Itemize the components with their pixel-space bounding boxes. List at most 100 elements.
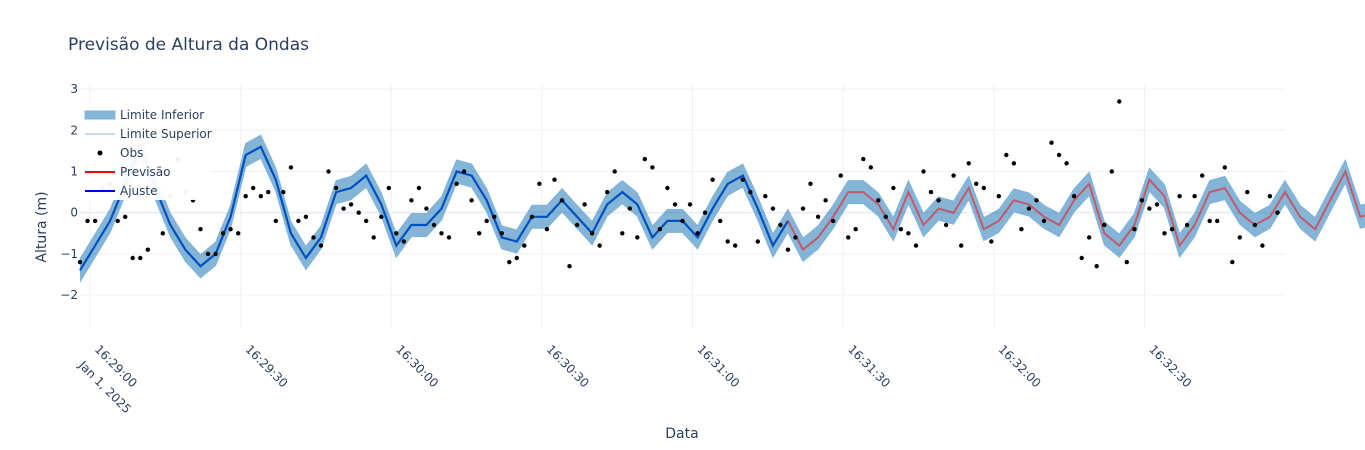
x-tick-label: 16:30:00 bbox=[393, 342, 441, 390]
obs-point bbox=[846, 235, 851, 240]
obs-point bbox=[1124, 259, 1130, 265]
obs-point bbox=[574, 222, 580, 228]
obs-point bbox=[898, 227, 904, 232]
obs-point bbox=[115, 218, 120, 224]
obs-point bbox=[906, 231, 911, 236]
obs-point bbox=[1230, 259, 1235, 265]
obs-point bbox=[1245, 189, 1250, 195]
obs-point bbox=[484, 218, 489, 224]
obs-point bbox=[251, 185, 256, 191]
obs-point bbox=[974, 181, 979, 186]
obs-point bbox=[514, 255, 519, 261]
obs-point bbox=[800, 206, 806, 211]
obs-point bbox=[341, 206, 346, 211]
obs-point bbox=[409, 198, 414, 203]
obs-point bbox=[499, 231, 504, 236]
y-tick-label: 3 bbox=[70, 82, 78, 96]
x-tick-label: 16:32:00 bbox=[996, 342, 1044, 390]
legend-item-lower[interactable]: Limite Inferior bbox=[84, 108, 204, 122]
obs-point bbox=[1011, 161, 1017, 166]
y-tick-label: 1 bbox=[70, 164, 78, 178]
obs-point bbox=[921, 169, 926, 174]
obs-point bbox=[1147, 206, 1152, 211]
obs-point bbox=[657, 227, 663, 232]
confidence-band-layer bbox=[79, 133, 1365, 283]
obs-point bbox=[1026, 206, 1032, 211]
obs-point bbox=[1252, 222, 1258, 228]
obs-point bbox=[763, 194, 768, 199]
x-tick-label: 16:30:30 bbox=[544, 342, 592, 390]
obs-point bbox=[808, 181, 813, 186]
obs-point bbox=[364, 218, 369, 224]
obs-point bbox=[966, 161, 971, 166]
obs-point bbox=[1049, 140, 1054, 145]
obs-point bbox=[348, 202, 354, 207]
grid-layer bbox=[80, 85, 1285, 328]
obs-point bbox=[853, 227, 858, 232]
obs-point bbox=[605, 189, 610, 195]
obs-point bbox=[477, 231, 482, 236]
obs-point bbox=[687, 202, 693, 207]
x-tick-label: 16:31:30 bbox=[845, 342, 893, 390]
obs-point bbox=[943, 222, 949, 228]
obs-point bbox=[620, 231, 625, 236]
obs-point bbox=[650, 165, 655, 170]
obs-point bbox=[281, 189, 286, 195]
obs-point bbox=[725, 239, 730, 244]
legend[interactable]: Limite Inferior Limite Superior Obs Previsã… bbox=[80, 103, 212, 200]
y-tick-label: 0 bbox=[70, 206, 78, 220]
obs-point bbox=[627, 206, 632, 211]
obs-point bbox=[1109, 169, 1115, 174]
obs-point bbox=[1004, 152, 1009, 158]
obs-point bbox=[770, 206, 776, 211]
obs-point bbox=[891, 185, 896, 191]
fit-line bbox=[79, 143, 789, 271]
legend-item-forecast[interactable]: Previsão bbox=[85, 165, 170, 179]
obs-point bbox=[258, 194, 263, 199]
legend-swatch-lower bbox=[84, 110, 116, 120]
obs-point bbox=[981, 185, 986, 191]
obs-point bbox=[386, 185, 391, 191]
legend-item-fit[interactable]: Ajuste bbox=[85, 184, 158, 198]
obs-point bbox=[1237, 235, 1243, 240]
obs-point bbox=[755, 239, 760, 244]
obs-point bbox=[1132, 227, 1137, 232]
obs-point bbox=[1207, 218, 1212, 224]
obs-point bbox=[469, 198, 474, 203]
obs-point bbox=[243, 194, 248, 199]
obs-point bbox=[333, 185, 339, 191]
obs-point bbox=[303, 214, 309, 219]
obs-point bbox=[454, 181, 459, 186]
obs-point bbox=[876, 198, 881, 203]
obs-point bbox=[1041, 218, 1047, 224]
obs-point bbox=[989, 239, 994, 244]
obs-point bbox=[401, 239, 406, 244]
obs-point bbox=[1019, 227, 1024, 232]
obs-point bbox=[868, 165, 873, 170]
obs-point bbox=[288, 165, 294, 170]
obs-point bbox=[597, 243, 602, 248]
obs-point bbox=[642, 156, 647, 162]
legend-item-upper[interactable]: Limite Superior bbox=[85, 127, 212, 141]
obs-point bbox=[123, 214, 128, 219]
obs-point bbox=[1102, 222, 1107, 228]
lower-bound-line bbox=[79, 156, 1365, 283]
obs-point bbox=[446, 235, 452, 240]
legend-label-upper: Limite Superior bbox=[120, 127, 212, 141]
obs-point bbox=[1139, 198, 1145, 203]
obs-point bbox=[815, 214, 821, 219]
legend-item-obs[interactable]: Obs bbox=[97, 146, 144, 160]
obs-point bbox=[537, 181, 542, 186]
obs-point bbox=[356, 210, 361, 215]
obs-point bbox=[778, 222, 783, 228]
obs-point bbox=[544, 227, 550, 232]
obs-point bbox=[394, 231, 399, 236]
y-tick-label: −2 bbox=[60, 288, 78, 302]
obs-point bbox=[740, 177, 745, 182]
obs-point bbox=[1192, 194, 1197, 199]
obs-point bbox=[273, 218, 278, 224]
y-tick-labels: −2 −1 0 1 2 3 bbox=[60, 82, 78, 302]
obs-point bbox=[665, 185, 670, 191]
